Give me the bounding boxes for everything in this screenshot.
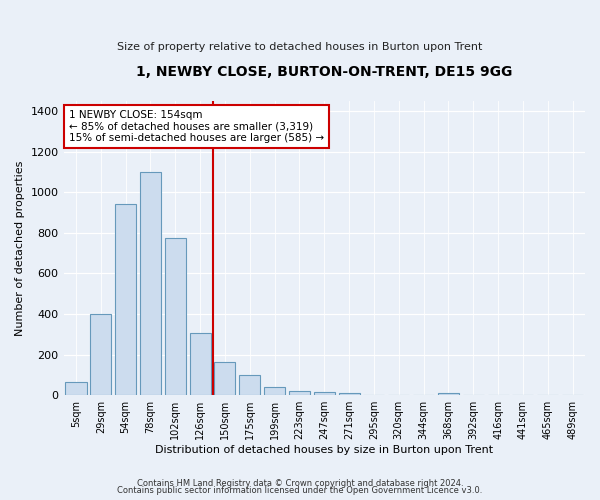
Y-axis label: Number of detached properties: Number of detached properties [15,160,25,336]
Title: 1, NEWBY CLOSE, BURTON-ON-TRENT, DE15 9GG: 1, NEWBY CLOSE, BURTON-ON-TRENT, DE15 9G… [136,65,512,79]
Text: Contains public sector information licensed under the Open Government Licence v3: Contains public sector information licen… [118,486,482,495]
Bar [65,382,86,395]
Text: Size of property relative to detached houses in Burton upon Trent: Size of property relative to detached ho… [118,42,482,52]
Bar [239,375,260,395]
Bar [338,393,359,395]
Bar [90,314,112,395]
Bar [314,392,335,395]
Bar [165,238,186,395]
X-axis label: Distribution of detached houses by size in Burton upon Trent: Distribution of detached houses by size … [155,445,493,455]
Bar [264,388,285,395]
Bar [115,204,136,395]
Bar [289,391,310,395]
Text: 1 NEWBY CLOSE: 154sqm
← 85% of detached houses are smaller (3,319)
15% of semi-d: 1 NEWBY CLOSE: 154sqm ← 85% of detached … [69,110,324,143]
Text: Contains HM Land Registry data © Crown copyright and database right 2024.: Contains HM Land Registry data © Crown c… [137,478,463,488]
Bar [214,362,235,395]
Bar [190,334,211,395]
Bar [438,393,459,395]
Bar [140,172,161,395]
